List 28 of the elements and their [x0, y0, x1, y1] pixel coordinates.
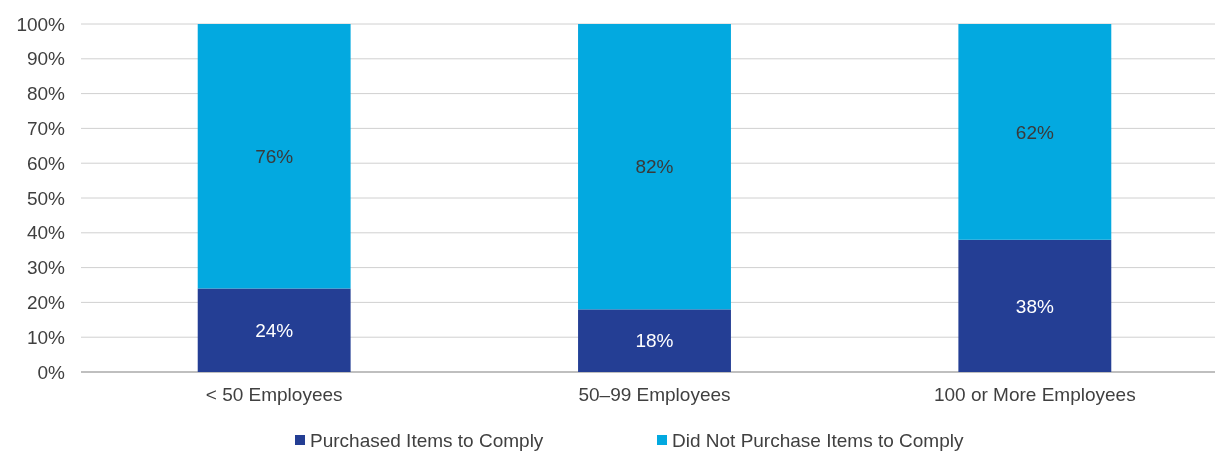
x-tick-label: 100 or More Employees — [933, 383, 1136, 405]
bar — [197, 288, 351, 372]
data-label: 24% — [255, 319, 294, 341]
bar — [958, 239, 1112, 372]
x-tick-label: 50–99 Employees — [578, 383, 731, 405]
y-tick-label: 100% — [16, 13, 66, 35]
y-tick-label: 40% — [26, 222, 66, 244]
y-tick-label: 20% — [26, 292, 66, 314]
data-label: 18% — [635, 330, 674, 352]
y-tick-label: 30% — [26, 257, 66, 279]
bar — [578, 309, 731, 372]
x-tick-label: < 50 Employees — [205, 383, 343, 405]
y-tick-label: 80% — [26, 83, 66, 105]
bar — [197, 24, 351, 289]
legend-label: Did Not Purchase Items to Comply — [672, 429, 964, 451]
y-tick-label: 90% — [26, 48, 66, 70]
y-tick-label: 70% — [26, 118, 66, 140]
data-label: 82% — [635, 156, 674, 178]
y-tick-label: 0% — [37, 361, 66, 383]
data-label: 76% — [255, 145, 294, 167]
data-label: 62% — [1015, 121, 1054, 143]
data-label: 38% — [1015, 295, 1054, 317]
y-tick-label: 60% — [26, 152, 66, 174]
bar — [958, 24, 1112, 240]
legend-label: Purchased Items to Comply — [310, 429, 544, 451]
y-tick-label: 10% — [26, 326, 66, 348]
bar — [578, 24, 731, 310]
y-tick-label: 50% — [26, 187, 66, 209]
